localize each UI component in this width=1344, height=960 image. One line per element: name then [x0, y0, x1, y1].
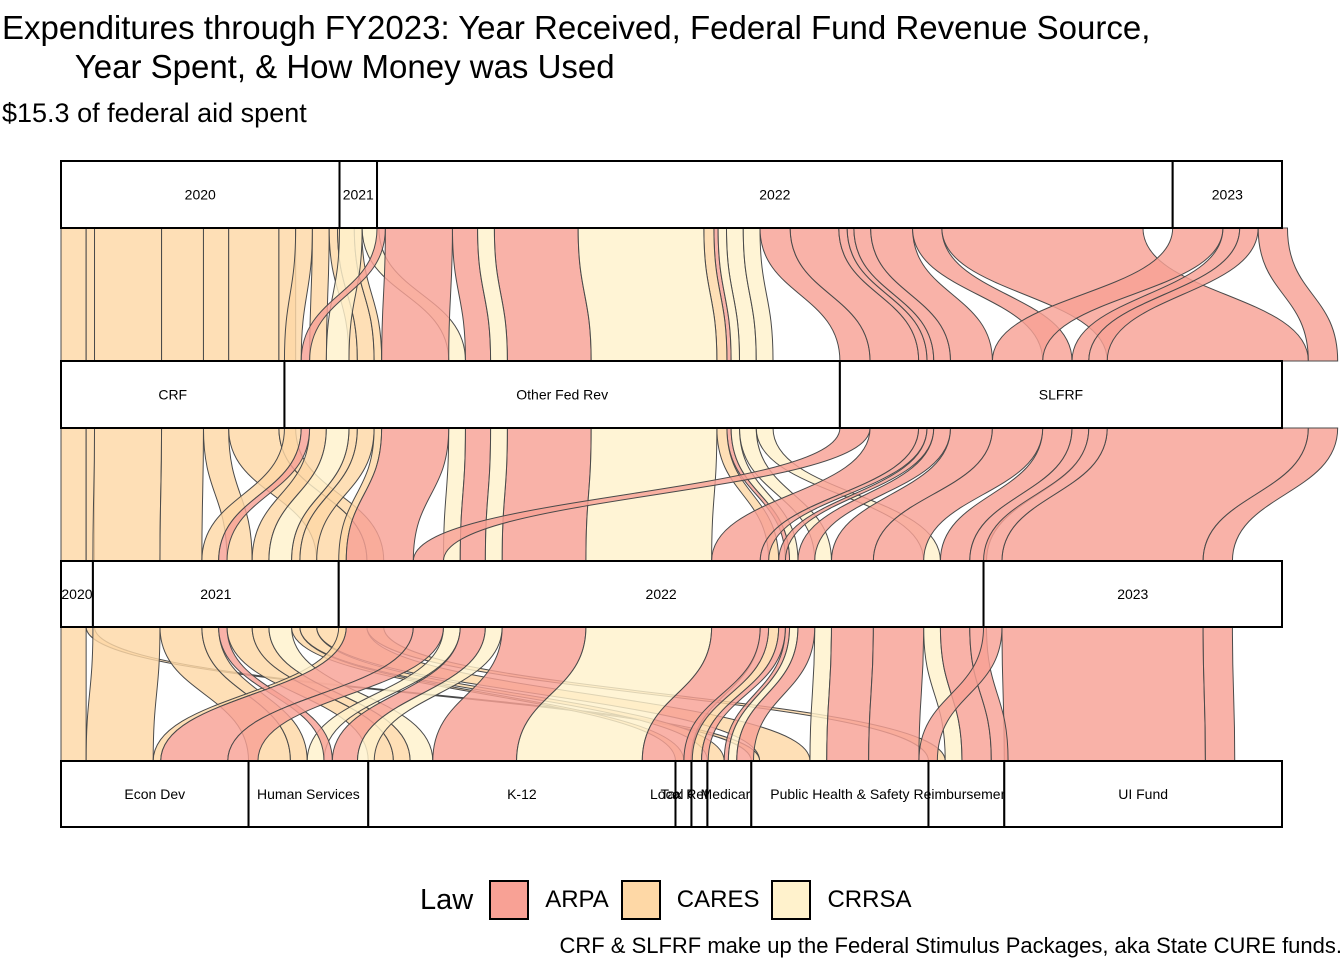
stratum-label: Public Health & Safety [770, 786, 909, 802]
legend: Law ARPA CARES CRRSA [420, 876, 923, 924]
flow-ribbon [826, 626, 874, 762]
flow-ribbon [577, 227, 718, 362]
flow-ribbon [60, 227, 87, 362]
legend-label-crrsa: CRRSA [827, 886, 912, 913]
legend-item-arpa: ARPA [489, 880, 609, 920]
flow-ribbon [94, 227, 163, 362]
legend-item-crrsa: CRRSA [771, 880, 911, 920]
stratum-label: 2021 [343, 187, 374, 203]
legend-label-cares: CARES [676, 886, 760, 913]
stratum-label: SLFRF [1039, 387, 1083, 403]
axis-strata-3: 2020 2021 2022 2023 [60, 560, 1283, 628]
legend-title: Law [420, 883, 474, 916]
stratum-label: Other Fed Rev [516, 387, 608, 403]
stratum-label: Reimbursements [913, 786, 1019, 802]
stratum-box [60, 560, 94, 628]
stratum-label: 2020 [61, 586, 92, 602]
stratum-box [367, 760, 677, 828]
stratum-box [1171, 160, 1283, 229]
stratum-label: CRF [158, 387, 187, 403]
stratum-box [927, 760, 1006, 828]
flow-ribbon [60, 427, 87, 562]
stratum-box [247, 760, 370, 828]
stratum-box [60, 160, 341, 229]
stratum-label: Econ Dev [124, 786, 185, 802]
stratum-box [838, 360, 1284, 429]
stratum-box [706, 760, 753, 828]
stratum-box [283, 360, 841, 429]
legend-swatch-arpa [489, 880, 530, 920]
stratum-box [337, 560, 985, 628]
chart-subtitle: $15.3 of federal aid spent [2, 98, 307, 128]
flow-ribbon [381, 227, 453, 362]
flow-ribbon [202, 227, 230, 362]
stratum-label: Medicare [701, 786, 759, 802]
flow-ribbon [868, 626, 925, 762]
legend-item-cares: CARES [620, 880, 760, 920]
chart-caption: CRF & SLFRF make up the Federal Stimulus… [559, 933, 1342, 958]
stratum-label: 2022 [759, 187, 790, 203]
stratum-box [338, 160, 379, 229]
axis-strata-4: Econ Dev Human Services K-12 Local GovtTax … [60, 760, 1283, 828]
flow-ribbon [161, 227, 204, 362]
flow-ribbon [92, 427, 163, 562]
stratum-label: 2023 [1212, 187, 1243, 203]
flow-ribbon [60, 626, 87, 762]
stratum-box [982, 560, 1283, 628]
stratum-label: 2023 [1117, 586, 1148, 602]
stratum-box [750, 760, 930, 828]
flow-ribbon [1257, 227, 1339, 362]
stratum-label: Human Services [257, 786, 360, 802]
legend-swatch-crrsa [771, 880, 812, 920]
stratum-box [60, 760, 250, 828]
axis-strata-1: 2020 2021 2022 2023 [60, 160, 1283, 229]
flow-ribbon [501, 427, 592, 562]
flow-ribbon [1001, 626, 1206, 762]
legend-swatch-cares [620, 880, 661, 920]
chart-title: Expenditures through FY2023: Year Receiv… [2, 9, 1151, 85]
stratum-label: 2022 [646, 586, 677, 602]
stratum-label: 2021 [200, 586, 231, 602]
flow-ribbon [85, 227, 96, 362]
stratum-label: 2020 [185, 187, 216, 203]
flow-ribbon [493, 227, 592, 362]
stratum-label: K-12 [507, 786, 537, 802]
flows-layer [60, 227, 1339, 762]
legend-label-arpa: ARPA [545, 886, 609, 913]
stratum-box [1003, 760, 1283, 828]
stratum-label: UI Fund [1118, 786, 1168, 802]
flow-ribbon [1202, 626, 1236, 762]
flow-ribbon [228, 227, 280, 362]
flow-ribbon [159, 427, 204, 562]
axis-strata-2: CRF Other Fed Rev SLFRF [60, 360, 1284, 429]
flow-ribbon [85, 626, 161, 762]
stratum-box [60, 360, 286, 429]
